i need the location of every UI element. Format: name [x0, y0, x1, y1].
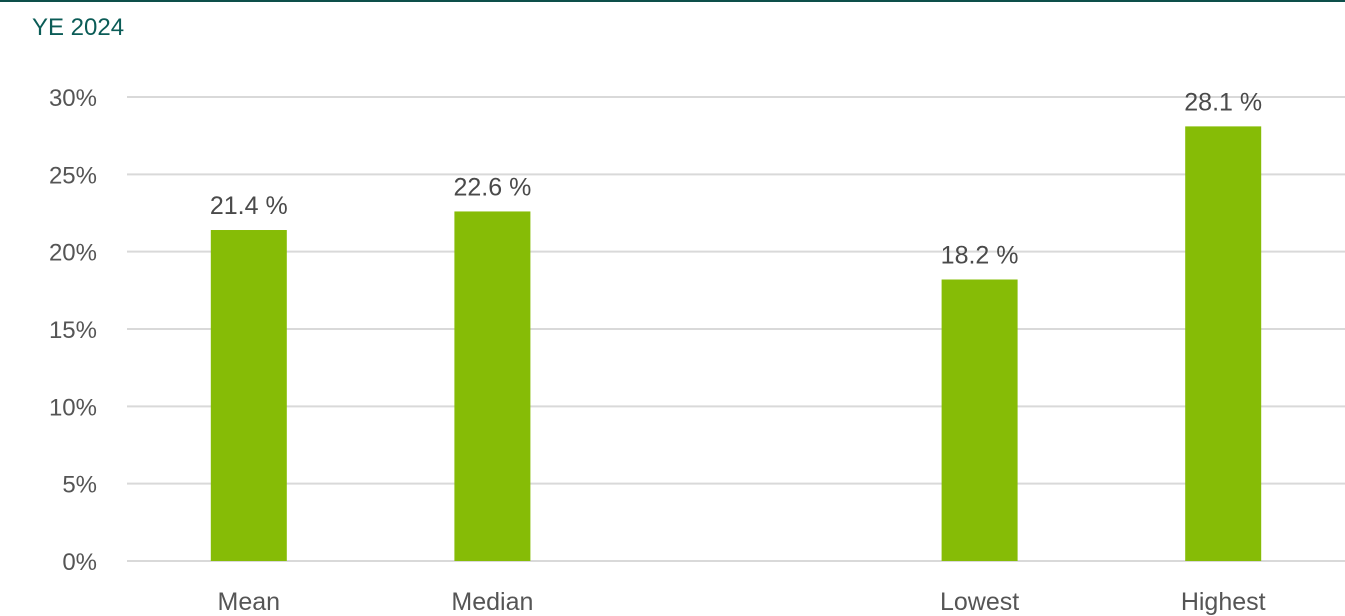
y-tick-label: 30% — [49, 85, 97, 112]
data-label: 22.6 % — [453, 173, 531, 201]
y-tick-label: 0% — [62, 549, 97, 576]
x-tick-label: Median — [451, 588, 533, 616]
bar — [454, 211, 531, 561]
x-tick-label: Lowest — [940, 588, 1019, 616]
y-tick-label: 25% — [49, 162, 97, 189]
bar — [941, 279, 1018, 561]
chart-title: YE 2024 — [32, 14, 125, 41]
x-tick-label: Highest — [1181, 588, 1266, 616]
top-rule — [0, 0, 1345, 2]
bar — [1185, 126, 1262, 562]
y-tick-label: 5% — [62, 472, 97, 499]
y-tick-label: 15% — [49, 317, 97, 344]
bar — [210, 230, 287, 561]
data-label: 21.4 % — [210, 192, 288, 220]
data-label: 28.1 % — [1184, 88, 1262, 116]
y-tick-label: 10% — [49, 394, 97, 421]
x-tick-label: Mean — [218, 588, 281, 616]
y-tick-label: 20% — [49, 240, 97, 267]
data-label: 18.2 % — [941, 242, 1019, 270]
